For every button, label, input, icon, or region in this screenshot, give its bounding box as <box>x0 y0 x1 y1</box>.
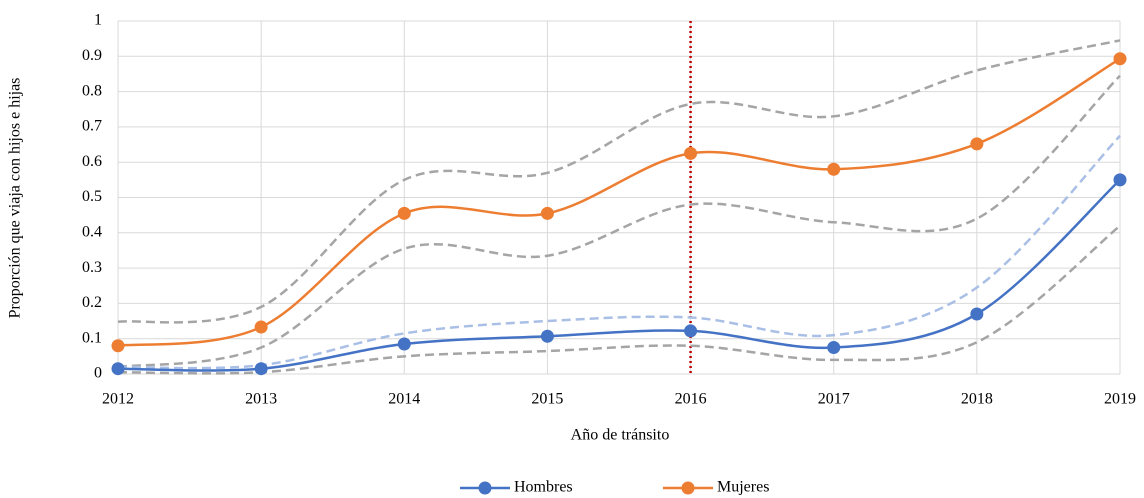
y-axis-title: Proporción que viaja con hijos e hijas <box>7 78 24 319</box>
data-point <box>827 341 841 355</box>
y-tick-label: 0.9 <box>82 47 102 64</box>
y-tick-label: 0.4 <box>82 223 102 240</box>
band-line <box>117 224 1121 375</box>
x-tick-label: 2017 <box>818 391 850 408</box>
data-point <box>1113 52 1127 66</box>
data-point <box>397 206 411 220</box>
legend-marker <box>478 481 492 495</box>
legend-label: Hombres <box>514 479 573 496</box>
data-point <box>827 162 841 176</box>
data-point <box>540 206 554 220</box>
series-line <box>117 57 1121 347</box>
band-line <box>117 134 1121 370</box>
data-point <box>540 329 554 343</box>
y-tick-label: 0.5 <box>82 188 102 205</box>
legend-label: Mujeres <box>717 479 769 496</box>
data-point <box>254 362 268 376</box>
data-point <box>684 324 698 338</box>
y-tick-label: 0.3 <box>82 259 102 276</box>
y-tick-label: 0.8 <box>82 82 102 99</box>
y-tick-label: 0.1 <box>82 329 102 346</box>
x-tick-label: 2013 <box>245 391 277 408</box>
x-tick-label: 2012 <box>102 391 134 408</box>
x-tick-label: 2014 <box>388 391 420 408</box>
data-point <box>1113 173 1127 187</box>
data-point <box>970 137 984 151</box>
y-tick-label: 0 <box>94 365 102 382</box>
band-line <box>117 74 1121 369</box>
legend-marker <box>681 481 695 495</box>
x-tick-label: 2018 <box>961 391 993 408</box>
data-point <box>397 337 411 351</box>
x-tick-label: 2019 <box>1104 391 1136 408</box>
series-line <box>117 178 1121 372</box>
data-point <box>254 320 268 334</box>
data-point <box>684 146 698 160</box>
y-tick-label: 1 <box>94 12 102 29</box>
x-tick-label: 2015 <box>531 391 563 408</box>
y-tick-label: 0.2 <box>82 294 102 311</box>
x-tick-label: 2016 <box>675 391 707 408</box>
data-point <box>111 362 125 376</box>
data-point <box>970 307 984 321</box>
y-tick-label: 0.7 <box>82 118 102 135</box>
band-line <box>117 39 1121 324</box>
x-axis-title: Año de tránsito <box>571 427 670 444</box>
y-tick-label: 0.6 <box>82 153 102 170</box>
data-point <box>111 339 125 353</box>
